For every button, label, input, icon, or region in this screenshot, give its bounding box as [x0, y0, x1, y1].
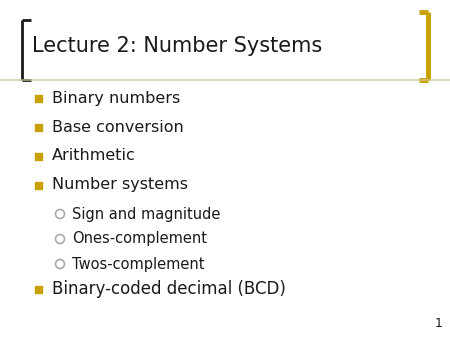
Text: Binary numbers: Binary numbers — [52, 91, 180, 105]
Text: Twos-complement: Twos-complement — [72, 257, 204, 271]
Bar — [35, 152, 41, 160]
Bar — [35, 95, 41, 101]
Text: 1: 1 — [435, 317, 443, 330]
Circle shape — [55, 235, 64, 243]
Circle shape — [55, 260, 64, 268]
Text: Lecture 2: Number Systems: Lecture 2: Number Systems — [32, 36, 322, 56]
Circle shape — [55, 210, 64, 218]
Text: Number systems: Number systems — [52, 177, 188, 193]
Text: Sign and magnitude: Sign and magnitude — [72, 207, 220, 221]
Bar — [35, 182, 41, 189]
Text: Arithmetic: Arithmetic — [52, 148, 136, 164]
Bar — [35, 286, 41, 292]
Text: Base conversion: Base conversion — [52, 120, 184, 135]
Text: Ones-complement: Ones-complement — [72, 232, 207, 246]
Text: Binary-coded decimal (BCD): Binary-coded decimal (BCD) — [52, 280, 286, 298]
Bar — [35, 123, 41, 130]
